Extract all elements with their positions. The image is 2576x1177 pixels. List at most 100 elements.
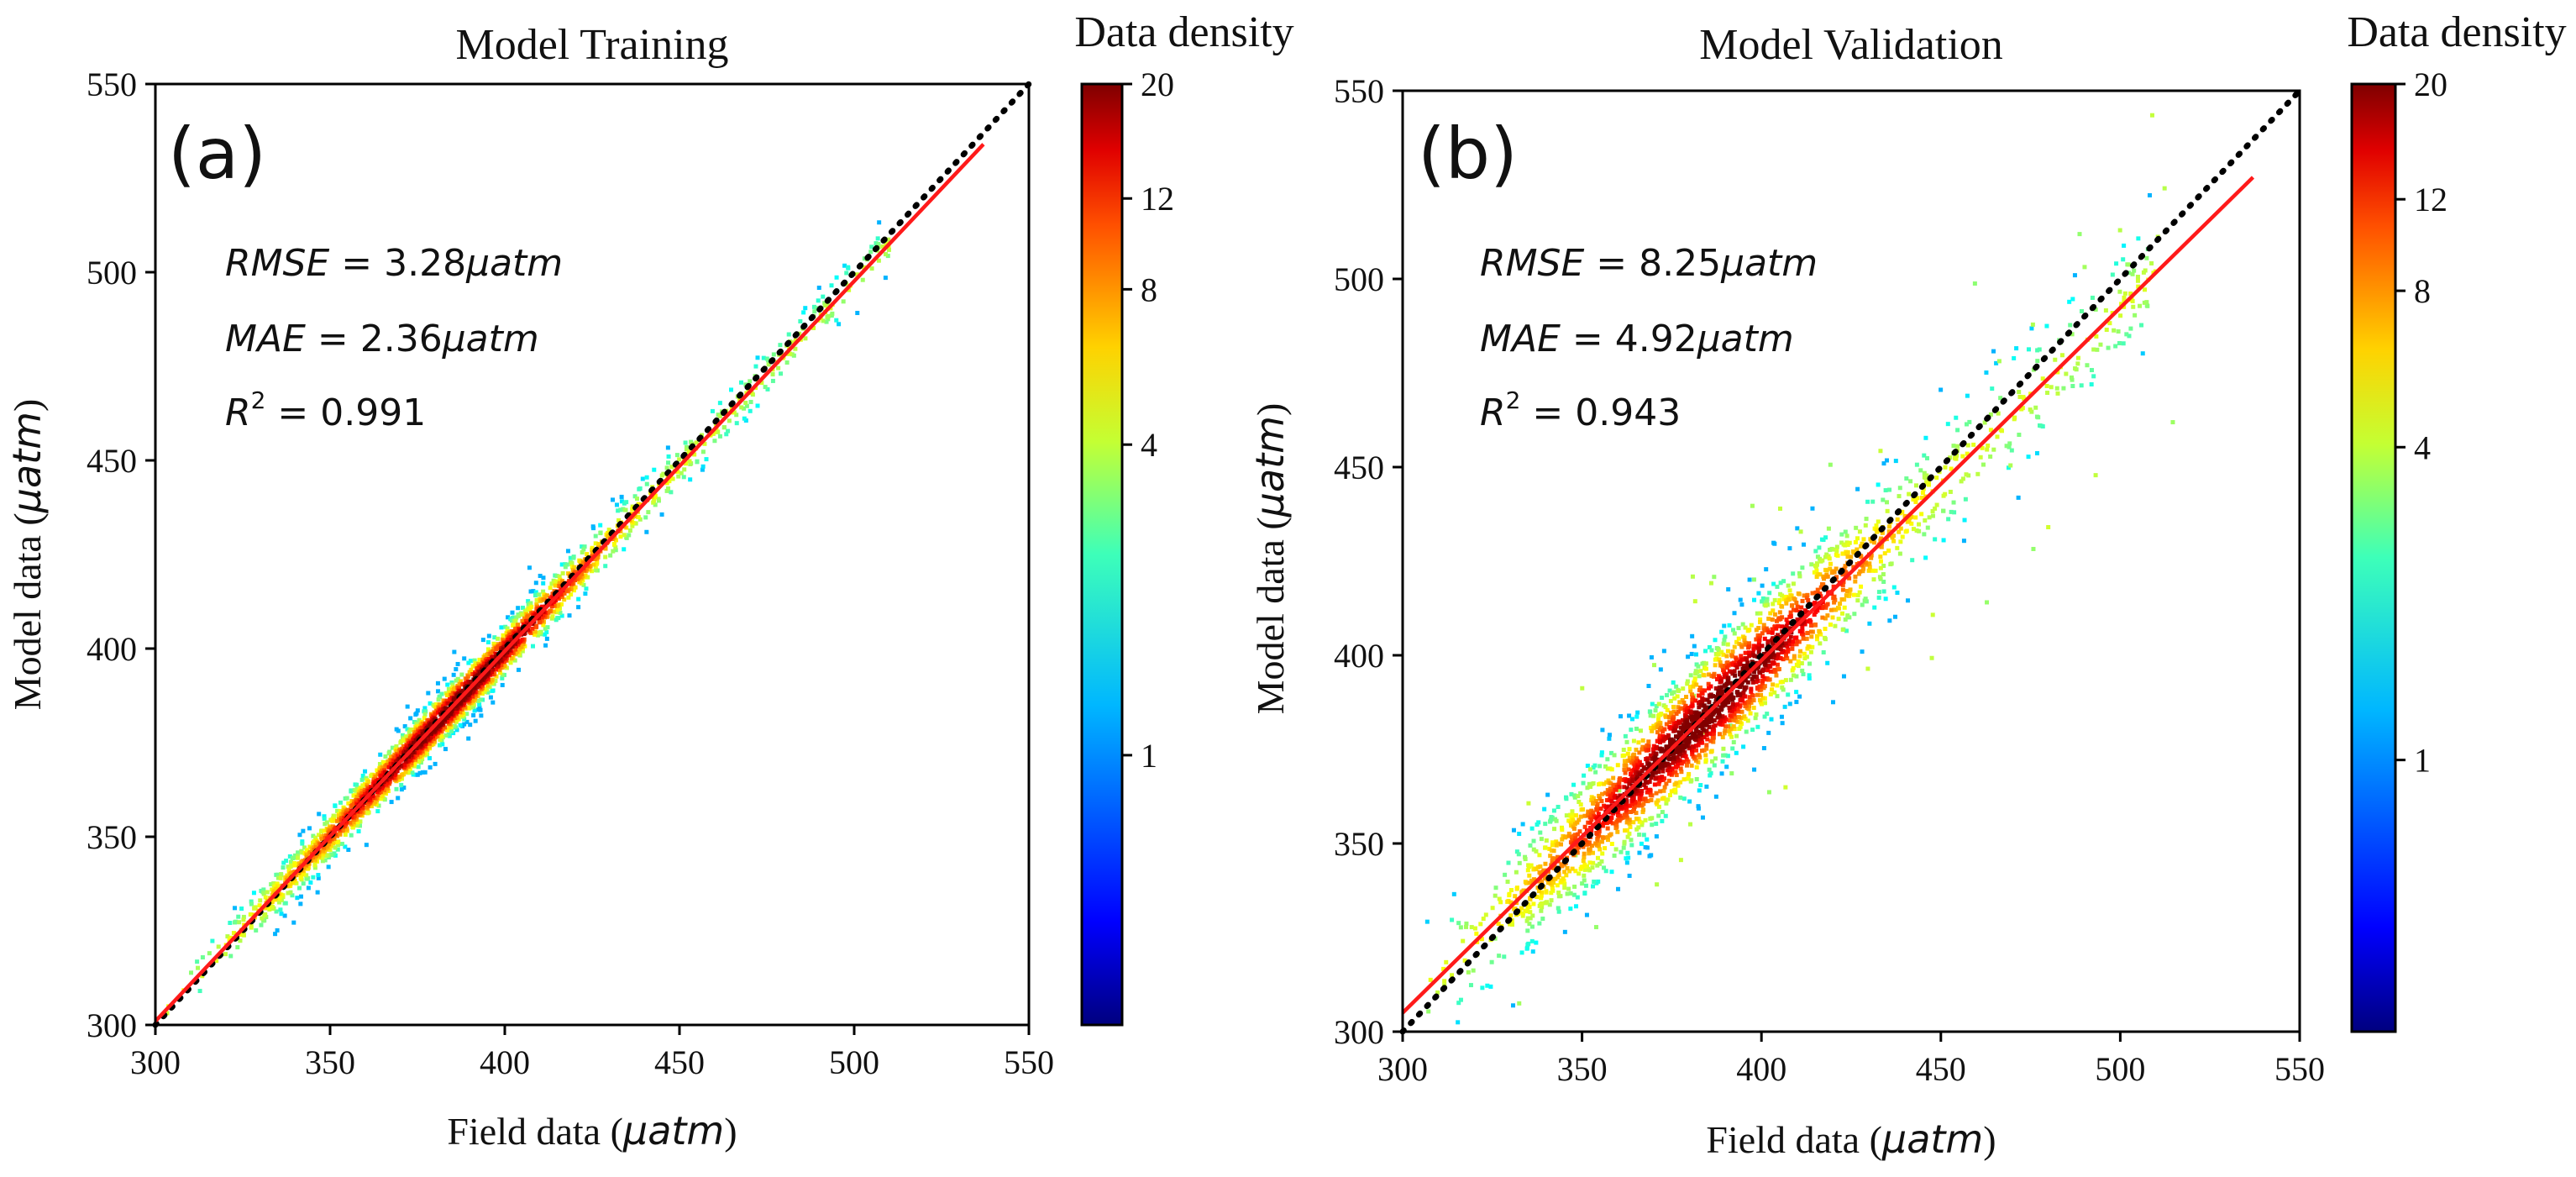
scatter-point <box>1959 479 1964 484</box>
scatter-point <box>1689 651 1694 656</box>
scatter-point <box>1573 836 1578 841</box>
scatter-point <box>316 833 321 838</box>
scatter-point <box>1668 698 1673 703</box>
scatter-point <box>438 709 443 714</box>
scatter-point <box>1671 721 1676 726</box>
scatter-point <box>1781 579 1786 584</box>
scatter-point <box>1730 649 1735 654</box>
scatter-point <box>1665 707 1670 712</box>
scatter-point <box>414 711 419 716</box>
scatter-point <box>1570 809 1575 814</box>
scatter-point <box>408 760 413 765</box>
scatter-point <box>1809 629 1814 634</box>
scatter-point <box>1524 880 1529 885</box>
scatter-point <box>779 371 784 376</box>
scatter-point <box>513 618 518 623</box>
scatter-point <box>1776 652 1781 657</box>
scatter-point <box>454 719 459 724</box>
scatter-point <box>447 725 452 730</box>
scatter-point <box>415 708 420 713</box>
scatter-point <box>495 663 500 668</box>
scatter-point <box>1642 766 1647 771</box>
scatter-point <box>1727 623 1732 628</box>
scatter-point <box>422 770 428 775</box>
scatter-point <box>1676 688 1681 693</box>
scatter-point <box>1629 801 1634 807</box>
scatter-point <box>1737 715 1742 720</box>
scatter-point <box>1728 727 1733 732</box>
scatter-point <box>1749 700 1754 705</box>
scatter-point <box>704 457 709 462</box>
scatter-point <box>466 736 471 741</box>
scatter-point <box>1722 670 1727 675</box>
scatter-point <box>739 405 744 410</box>
scatter-point <box>1536 820 1541 825</box>
scatter-point <box>1845 554 1850 560</box>
scatter-point <box>1624 797 1629 802</box>
scatter-point <box>1581 859 1586 864</box>
scatter-point <box>1771 652 1776 657</box>
colorbar-gradient <box>1080 82 1124 1027</box>
scatter-point <box>1574 842 1579 847</box>
scatter-point <box>440 742 445 747</box>
scatter-point <box>2079 308 2084 313</box>
scatter-point <box>2139 323 2144 328</box>
scatter-point <box>477 702 482 707</box>
scatter-point <box>1539 893 1544 898</box>
scatter-point <box>1913 499 1918 504</box>
scatter-point <box>847 287 852 292</box>
scatter-point <box>473 660 478 665</box>
scatter-point <box>1895 591 1900 596</box>
scatter-point <box>598 523 603 528</box>
scatter-point <box>1891 585 1897 590</box>
scatter-point <box>1832 600 1837 605</box>
scatter-point <box>576 605 581 610</box>
scatter-point <box>1617 817 1622 822</box>
scatter-point <box>1791 581 1796 586</box>
scatter-point <box>278 907 283 912</box>
scatter-point <box>1879 544 1884 549</box>
scatter-point <box>2082 265 2087 270</box>
scatter-point <box>1751 647 1756 652</box>
scatter-point <box>1955 428 1960 433</box>
scatter-point <box>1526 864 1531 870</box>
scatter-point <box>446 686 451 691</box>
scatter-point <box>480 677 485 682</box>
scatter-point <box>514 615 519 620</box>
scatter-point <box>1671 709 1676 714</box>
scatter-point <box>1667 720 1672 725</box>
scatter-point <box>1804 636 1809 641</box>
scatter-point <box>1805 631 1810 636</box>
scatter-point <box>1948 489 1953 494</box>
scatter-point <box>350 825 355 830</box>
scatter-point <box>1733 703 1738 708</box>
scatter-point <box>1697 753 1702 758</box>
scatter-point <box>1963 497 1968 502</box>
scatter-point <box>1643 780 1648 785</box>
scatter-point <box>438 743 443 748</box>
scatter-point <box>471 712 476 717</box>
scatter-point <box>1608 815 1613 820</box>
scatter-point <box>2144 255 2149 260</box>
scatter-point <box>1771 660 1776 665</box>
scatter-point <box>1855 536 1860 541</box>
scatter-point <box>1859 544 1864 549</box>
scatter-point <box>566 595 571 600</box>
scatter-point <box>1735 693 1740 698</box>
scatter-point <box>2017 433 2022 438</box>
scatter-point <box>1636 801 1641 806</box>
scatter-point <box>447 690 452 695</box>
scatter-point <box>1587 851 1592 856</box>
scatter-point <box>1676 709 1681 714</box>
scatter-point <box>434 726 439 731</box>
scatter-point <box>569 581 574 586</box>
scatter-point <box>860 277 865 282</box>
scatter-point <box>527 607 533 612</box>
scatter-point <box>1654 703 1659 708</box>
scatter-point <box>2064 371 2069 376</box>
scatter-point <box>1564 873 1569 878</box>
scatter-point <box>1529 826 1535 831</box>
chart-title: Model Validation <box>1699 21 2003 69</box>
scatter-point <box>2093 473 2098 478</box>
scatter-point <box>311 875 316 880</box>
